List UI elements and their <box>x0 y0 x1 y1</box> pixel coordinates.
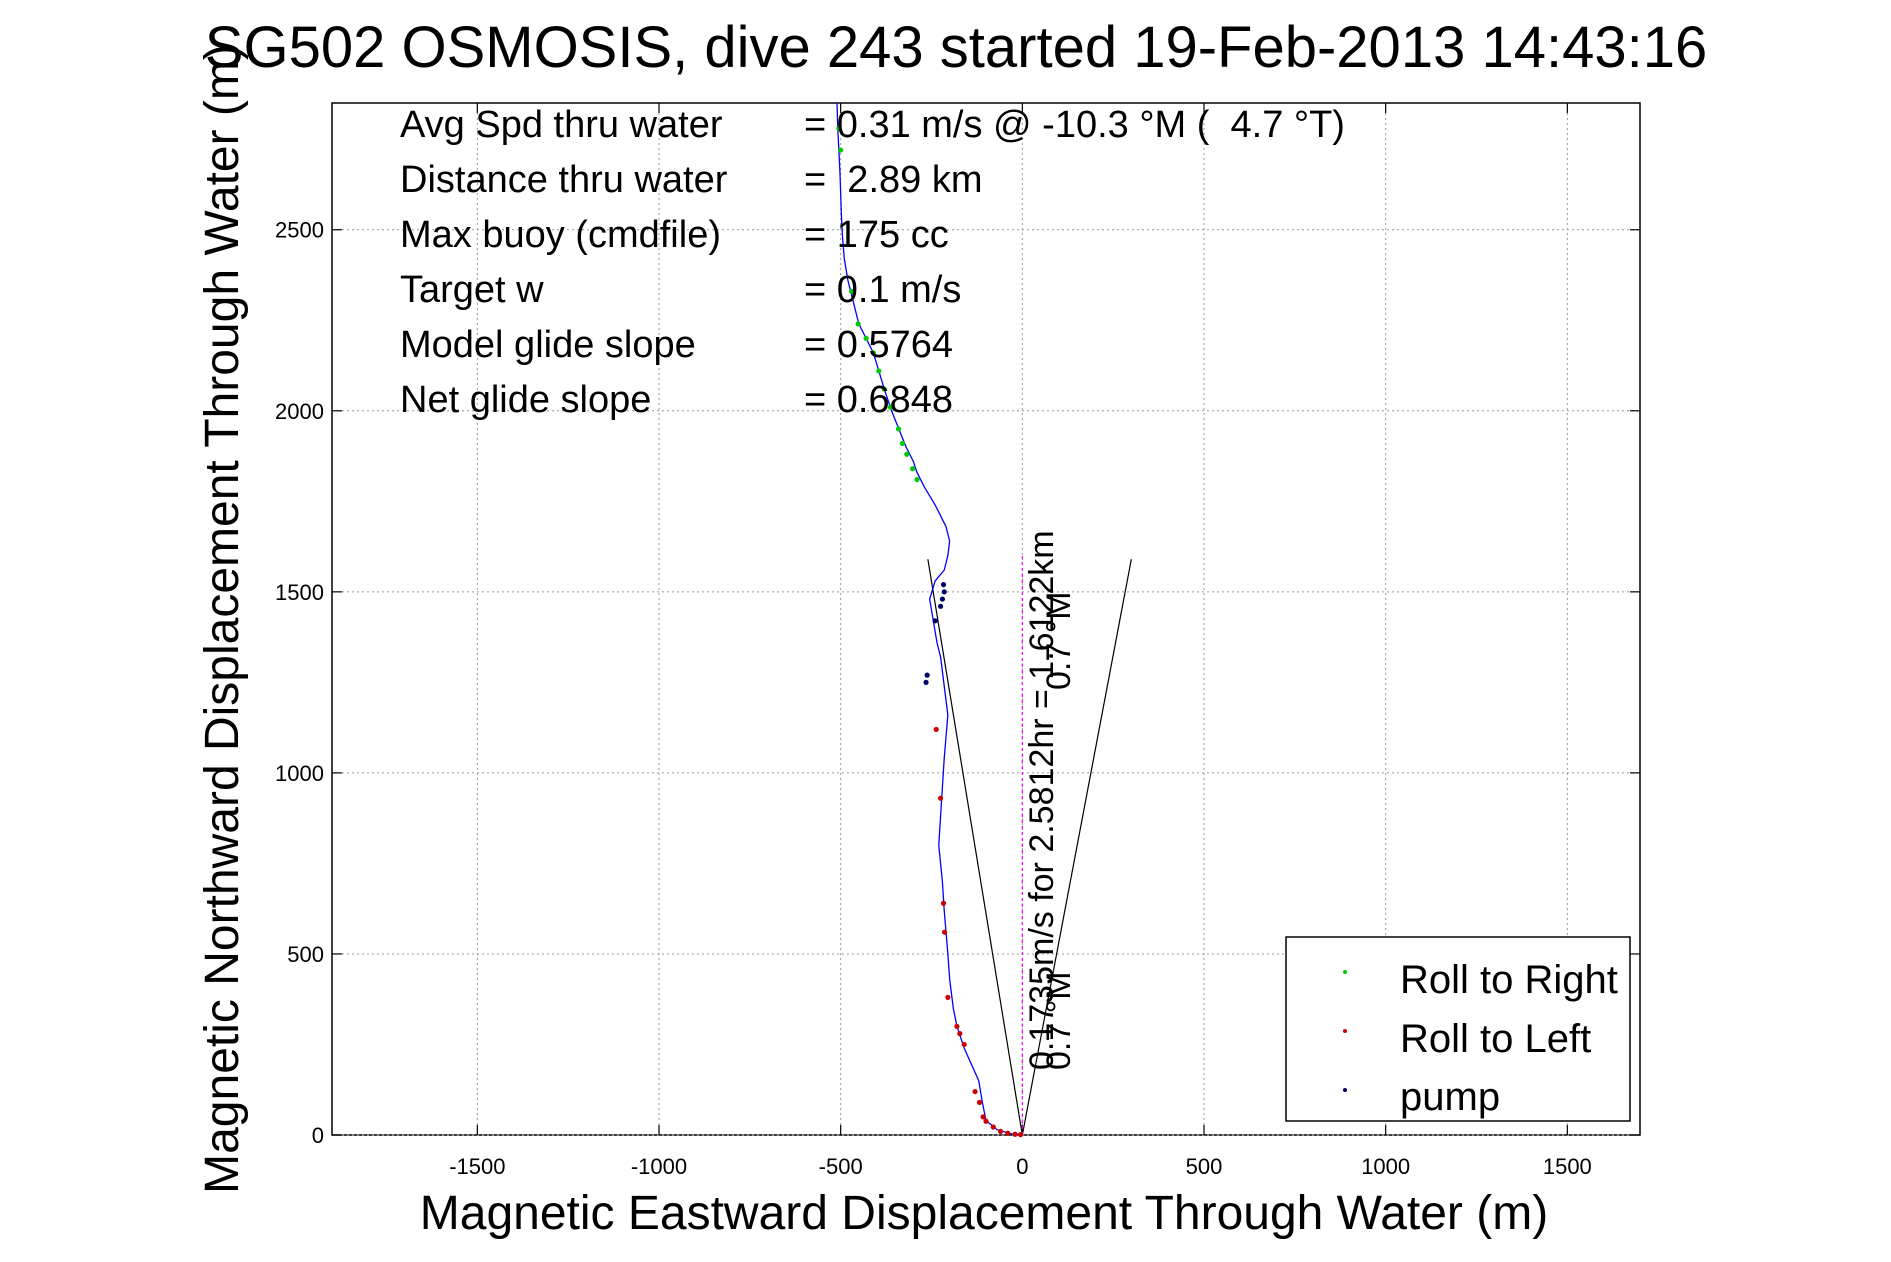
y-tick-label: 2000 <box>275 399 324 424</box>
marker-point <box>937 795 944 801</box>
stat-value: = 0.1 m/s <box>804 269 961 311</box>
marker-point <box>990 1124 996 1130</box>
marker-point <box>895 426 902 432</box>
legend-marker-roll-left <box>1343 1029 1347 1033</box>
track-markers <box>836 125 1024 1138</box>
marker-point <box>940 582 947 588</box>
marker-point <box>838 147 844 153</box>
marker-point <box>876 368 882 374</box>
marker-point <box>961 1041 967 1048</box>
stat-label: Model glide slope <box>400 324 696 366</box>
marker-point <box>980 1114 986 1120</box>
x-axis-label: Magnetic Eastward Displacement Through W… <box>420 1187 1548 1240</box>
chart-title: SG502 OSMOSIS, dive 243 started 19-Feb-2… <box>205 15 1707 80</box>
marker-point <box>1005 1130 1011 1136</box>
marker-point <box>887 404 894 410</box>
stat-value: = 0.5764 <box>804 324 953 366</box>
x-tick-label: 1000 <box>1361 1154 1410 1179</box>
marker-point <box>923 679 929 685</box>
x-tick-label: 1500 <box>1543 1154 1592 1179</box>
stat-value: = 0.31 m/s @ -10.3 °M ( 4.7 °T) <box>804 104 1345 146</box>
marker-point <box>881 386 887 392</box>
stat-label: Avg Spd thru water <box>400 104 723 146</box>
marker-point <box>941 929 948 935</box>
marker-point <box>939 596 946 602</box>
x-tick-label: -1500 <box>449 1154 505 1179</box>
legend-label: Roll to Right <box>1400 958 1618 1002</box>
marker-point <box>910 466 916 472</box>
legend-marker-roll-right <box>1343 970 1347 974</box>
x-tick-label: -1000 <box>631 1154 687 1179</box>
x-tick-label: 500 <box>1186 1154 1223 1179</box>
stat-value: = 2.89 km <box>804 159 982 201</box>
marker-point <box>863 335 869 341</box>
x-axis-ticks: -1500 -1000 -500 0 500 1000 1500 <box>449 103 1592 1179</box>
y-axis-label: Magnetic Northward Displacement Through … <box>196 44 249 1194</box>
stat-label: Net glide slope <box>400 379 651 421</box>
marker-point <box>855 321 861 327</box>
bearing-wedge-lines <box>927 555 1132 1136</box>
y-tick-label: 2500 <box>275 218 324 243</box>
track-line-group <box>836 102 1023 1136</box>
marker-point <box>983 1118 989 1124</box>
heading-annotation: 0.7 °M <box>1040 971 1078 1070</box>
marker-point <box>940 900 947 906</box>
y-tick-label: 1000 <box>275 761 324 786</box>
bearing-line <box>1021 559 1132 1136</box>
marker-point <box>904 451 910 457</box>
y-tick-label: 0 <box>312 1123 324 1148</box>
y-axis-ticks: 0 500 1000 1500 2000 2500 <box>275 218 1640 1148</box>
marker-point <box>941 589 947 595</box>
legend: Roll to Right Roll to Left pump <box>1285 936 1631 1122</box>
x-tick-label: -500 <box>819 1154 863 1179</box>
marker-point <box>954 1023 960 1029</box>
stat-value: = 0.6848 <box>804 379 953 421</box>
stat-label: Distance thru water <box>400 159 728 201</box>
legend-label: Roll to Left <box>1400 1017 1591 1061</box>
y-tick-label: 1500 <box>275 580 324 605</box>
track-line <box>836 102 1023 1136</box>
x-tick-label: 0 <box>1016 1154 1028 1179</box>
marker-point <box>945 994 951 1001</box>
marker-point <box>1012 1131 1018 1137</box>
marker-point <box>932 618 938 624</box>
transit-annotation: 0.1735m/s for 2.5812hr = 1.6122km <box>1023 530 1061 1070</box>
stat-label: Max buoy (cmdfile) <box>400 214 721 256</box>
marker-point <box>976 1099 983 1106</box>
marker-point <box>972 1088 978 1095</box>
marker-point <box>848 288 855 294</box>
legend-marker-pump <box>1343 1088 1347 1092</box>
marker-point <box>937 603 944 609</box>
marker-point <box>924 672 930 678</box>
y-tick-label: 500 <box>287 942 324 967</box>
marker-point <box>933 726 939 733</box>
stat-value: = 175 cc <box>804 214 949 256</box>
marker-point <box>899 440 906 446</box>
marker-point <box>914 476 920 483</box>
legend-label: pump <box>1400 1075 1500 1119</box>
stat-label: Target w <box>400 269 544 311</box>
bearing-line <box>927 559 1023 1136</box>
marker-point <box>957 1031 963 1037</box>
marker-point <box>870 350 876 356</box>
marker-point <box>1017 1132 1024 1138</box>
marker-point <box>836 125 842 131</box>
heading-annotation: 0.7 °M <box>1040 591 1078 690</box>
marker-point <box>997 1128 1004 1134</box>
